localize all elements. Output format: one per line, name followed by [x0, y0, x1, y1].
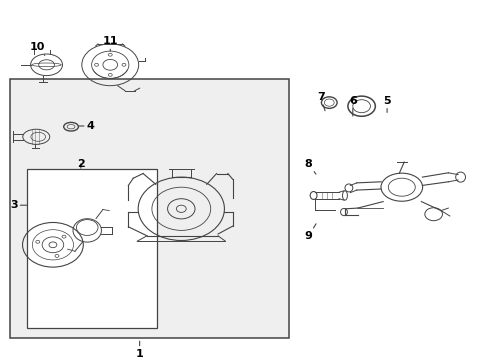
Text: 9: 9 — [305, 224, 316, 241]
Text: 7: 7 — [317, 92, 325, 111]
Bar — [27, 169, 157, 328]
Text: 11: 11 — [102, 36, 118, 51]
Text: 3: 3 — [10, 200, 26, 210]
Text: 5: 5 — [383, 96, 391, 112]
Text: 6: 6 — [349, 96, 357, 116]
Text: 1: 1 — [136, 341, 144, 359]
Text: 4: 4 — [79, 121, 95, 131]
Text: 8: 8 — [305, 159, 316, 174]
Text: 2: 2 — [77, 159, 85, 169]
Text: 10: 10 — [30, 42, 46, 55]
Bar — [10, 79, 289, 338]
